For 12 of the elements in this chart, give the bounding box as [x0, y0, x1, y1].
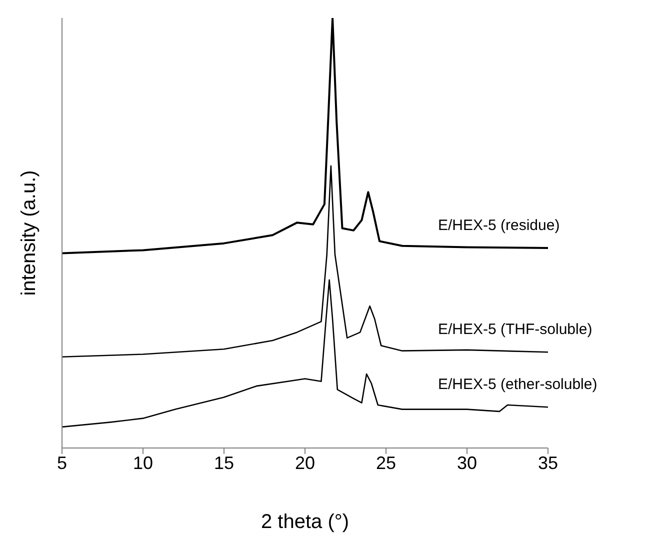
x-tick-label: 25 [376, 452, 396, 473]
x-tick-label: 10 [132, 452, 154, 473]
series-label: E/HEX-5 (THF-soluble) [438, 321, 592, 338]
series-label: E/HEX-5 (residue) [438, 217, 560, 234]
x-tick-label: 15 [214, 452, 234, 473]
x-tick-label: 30 [456, 452, 478, 473]
x-tick-label: 5 [56, 452, 68, 473]
series-label: E/HEX-5 (ether-soluble) [438, 376, 598, 394]
x-tick-label: 20 [294, 452, 316, 473]
x-axis-title: 2 theta (°) [260, 511, 350, 533]
y-axis-title: intensity (a.u.) [18, 170, 40, 296]
x-tick-label: 35 [538, 452, 558, 473]
